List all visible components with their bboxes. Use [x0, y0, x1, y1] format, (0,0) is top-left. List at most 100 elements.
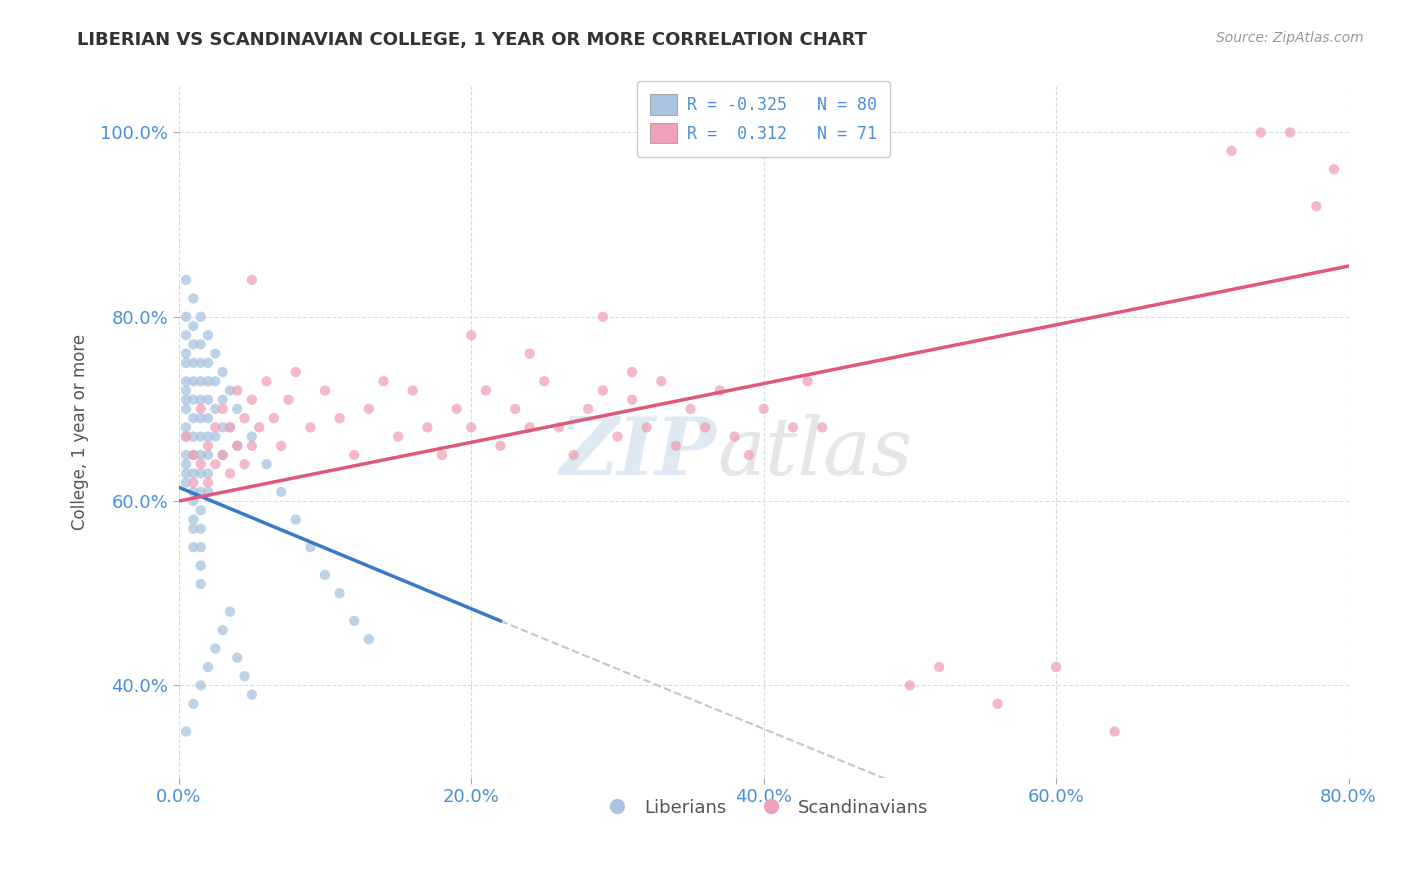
Point [256, 374, 278, 388]
Point [928, 660, 950, 674]
Point [387, 429, 409, 443]
Point [329, 586, 352, 600]
Point [489, 439, 512, 453]
Point [174, 467, 197, 481]
Point [233, 411, 256, 425]
Point [679, 401, 702, 416]
Point [204, 429, 226, 443]
Point [226, 401, 249, 416]
Point [357, 401, 380, 416]
Point [233, 669, 256, 683]
Point [219, 467, 242, 481]
Point [190, 429, 212, 443]
Point [752, 401, 775, 416]
Point [190, 392, 212, 407]
Point [204, 401, 226, 416]
Point [636, 420, 658, 434]
Point [592, 310, 614, 324]
Point [211, 623, 233, 637]
Point [263, 411, 285, 425]
Point [1250, 125, 1272, 139]
Point [174, 420, 197, 434]
Point [503, 401, 526, 416]
Point [183, 467, 205, 481]
Point [211, 401, 233, 416]
Point [240, 273, 263, 287]
Point [357, 632, 380, 647]
Point [562, 448, 585, 462]
Point [190, 457, 212, 471]
Point [284, 512, 307, 526]
Point [197, 411, 219, 425]
Point [211, 365, 233, 379]
Point [270, 439, 292, 453]
Point [183, 484, 205, 499]
Legend: Liberians, Scandinavians: Liberians, Scandinavians [592, 791, 936, 824]
Point [174, 374, 197, 388]
Point [183, 291, 205, 305]
Point [174, 392, 197, 407]
Point [240, 439, 263, 453]
Point [183, 522, 205, 536]
Point [190, 678, 212, 692]
Point [226, 439, 249, 453]
Point [190, 448, 212, 462]
Point [174, 475, 197, 490]
Point [533, 374, 555, 388]
Point [183, 475, 205, 490]
Point [174, 346, 197, 360]
Point [204, 420, 226, 434]
Point [416, 420, 439, 434]
Point [519, 346, 541, 360]
Point [576, 401, 599, 416]
Point [197, 467, 219, 481]
Point [183, 512, 205, 526]
Text: atlas: atlas [717, 414, 912, 491]
Point [738, 448, 761, 462]
Point [183, 697, 205, 711]
Point [299, 420, 322, 434]
Point [190, 484, 212, 499]
Point [190, 411, 212, 425]
Point [460, 420, 482, 434]
Point [183, 374, 205, 388]
Point [226, 384, 249, 398]
Point [190, 558, 212, 573]
Point [183, 448, 205, 462]
Point [650, 374, 672, 388]
Point [606, 429, 628, 443]
Point [695, 420, 717, 434]
Point [174, 401, 197, 416]
Point [183, 429, 205, 443]
Point [219, 605, 242, 619]
Point [174, 384, 197, 398]
Point [240, 688, 263, 702]
Point [314, 567, 336, 582]
Point [299, 540, 322, 554]
Point [197, 439, 219, 453]
Point [190, 503, 212, 517]
Point [987, 697, 1010, 711]
Point [197, 448, 219, 462]
Point [211, 448, 233, 462]
Point [247, 420, 270, 434]
Point [1305, 199, 1327, 213]
Point [402, 384, 425, 398]
Point [190, 401, 212, 416]
Point [277, 392, 299, 407]
Point [204, 374, 226, 388]
Point [373, 374, 395, 388]
Point [314, 384, 336, 398]
Point [240, 392, 263, 407]
Point [811, 420, 834, 434]
Point [197, 328, 219, 343]
Point [197, 660, 219, 674]
Point [197, 374, 219, 388]
Point [665, 439, 688, 453]
Point [782, 420, 804, 434]
Point [183, 318, 205, 333]
Point [183, 494, 205, 508]
Text: LIBERIAN VS SCANDINAVIAN COLLEGE, 1 YEAR OR MORE CORRELATION CHART: LIBERIAN VS SCANDINAVIAN COLLEGE, 1 YEAR… [77, 31, 868, 49]
Point [190, 467, 212, 481]
Point [898, 678, 921, 692]
